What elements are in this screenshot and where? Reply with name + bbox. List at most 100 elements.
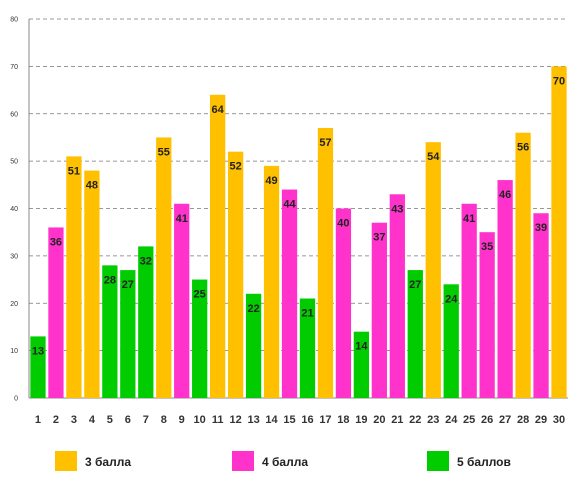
x-tick-label: 19 — [355, 414, 367, 426]
data-label: 39 — [535, 222, 547, 234]
x-tick-label: 4 — [89, 414, 96, 426]
legend-item: 4 балла — [232, 451, 308, 471]
x-tick-label: 6 — [125, 414, 131, 426]
x-tick-label: 3 — [71, 414, 77, 426]
data-label: 27 — [122, 279, 134, 291]
legend-swatch — [427, 451, 449, 471]
bar — [48, 227, 64, 398]
data-label: 49 — [265, 175, 277, 187]
y-tick-label: 20 — [10, 301, 18, 308]
data-label: 37 — [373, 232, 385, 244]
bar — [371, 222, 387, 398]
data-label: 54 — [427, 151, 440, 163]
bar — [425, 142, 441, 398]
data-label: 44 — [283, 199, 296, 211]
data-label: 52 — [229, 161, 241, 173]
bar — [515, 132, 531, 398]
legend-label: 4 балла — [262, 455, 308, 469]
bar — [551, 66, 567, 398]
bar — [263, 165, 280, 398]
bar — [443, 284, 459, 398]
legend-item: 5 баллов — [427, 451, 511, 471]
data-label: 36 — [50, 236, 62, 248]
y-tick-label: 80 — [10, 17, 18, 24]
x-tick-label: 18 — [337, 414, 349, 426]
bar — [497, 180, 513, 398]
bar — [227, 151, 244, 398]
y-tick-label: 50 — [10, 159, 18, 166]
data-label: 22 — [247, 303, 259, 315]
x-tick-label: 20 — [373, 414, 385, 426]
bar — [317, 127, 334, 399]
bar — [407, 270, 423, 398]
legend-item: 3 балла — [55, 451, 131, 471]
x-tick-label: 22 — [409, 414, 421, 426]
bar — [84, 170, 100, 398]
x-tick-label: 11 — [212, 414, 224, 426]
x-tick-label: 14 — [265, 414, 278, 426]
bar — [102, 265, 118, 398]
x-tick-label: 13 — [247, 414, 259, 426]
data-label: 46 — [499, 189, 511, 201]
legend-label: 3 балла — [85, 455, 131, 469]
x-tick-label: 23 — [427, 414, 439, 426]
x-tick-label: 28 — [517, 414, 529, 426]
x-tick-label: 30 — [553, 414, 565, 426]
bar — [192, 279, 208, 398]
y-tick-label: 0 — [14, 396, 18, 403]
bar — [174, 203, 190, 398]
x-tick-label: 15 — [283, 414, 295, 426]
data-label: 55 — [158, 146, 170, 158]
x-tick-label: 16 — [301, 414, 313, 426]
bar — [353, 331, 370, 398]
data-label: 25 — [194, 289, 206, 301]
bar — [461, 203, 477, 398]
x-tick-label: 17 — [319, 414, 331, 426]
data-label: 24 — [445, 293, 458, 305]
data-label: 51 — [68, 165, 80, 177]
y-tick-label: 40 — [10, 206, 18, 213]
y-tick-label: 10 — [10, 348, 18, 355]
legend-label: 5 баллов — [457, 455, 511, 469]
data-label: 28 — [104, 274, 116, 286]
data-label: 48 — [86, 180, 98, 192]
y-tick-label: 30 — [10, 253, 18, 260]
bar — [245, 293, 262, 398]
data-label: 13 — [32, 345, 44, 357]
data-label: 14 — [355, 341, 368, 353]
data-label: 57 — [319, 137, 331, 149]
bar — [389, 194, 405, 398]
x-tick-label: 24 — [445, 414, 458, 426]
legend-swatch — [232, 451, 254, 471]
data-label: 41 — [176, 213, 188, 225]
x-tick-label: 7 — [143, 414, 149, 426]
bar — [533, 213, 549, 398]
x-tick-label: 12 — [229, 414, 241, 426]
data-label: 41 — [463, 213, 475, 225]
x-tick-label: 9 — [179, 414, 185, 426]
x-tick-label: 29 — [535, 414, 547, 426]
bar — [299, 298, 316, 398]
bar — [281, 189, 298, 398]
data-label: 21 — [301, 308, 313, 320]
x-tick-label: 1 — [35, 414, 41, 426]
bar — [210, 94, 226, 399]
x-tick-label: 26 — [481, 414, 493, 426]
bar — [30, 336, 46, 398]
data-label: 32 — [140, 255, 152, 267]
bar — [66, 156, 82, 398]
y-tick-label: 60 — [10, 111, 18, 118]
data-label: 70 — [553, 75, 565, 87]
bar — [156, 137, 172, 398]
bar — [120, 270, 136, 398]
x-tick-label: 25 — [463, 414, 475, 426]
bar — [479, 232, 495, 398]
x-tick-label: 27 — [499, 414, 511, 426]
data-label: 35 — [481, 241, 493, 253]
data-label: 64 — [212, 104, 225, 116]
data-label: 40 — [337, 218, 349, 230]
data-label: 27 — [409, 279, 421, 291]
bar — [335, 208, 352, 398]
